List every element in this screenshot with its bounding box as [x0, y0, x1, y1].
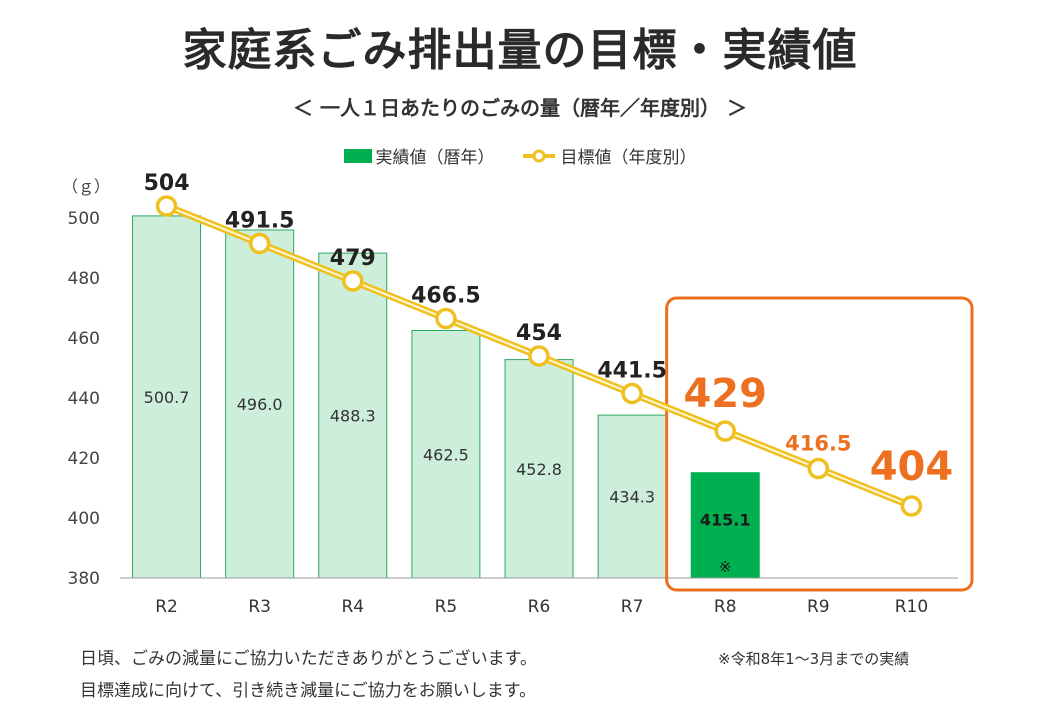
- target-value-label: 466.5: [411, 284, 481, 309]
- target-value-label: 429: [683, 371, 767, 417]
- y-tick-label: 500: [68, 209, 100, 229]
- footer-line-1: 日頃、ごみの減量にご協力いただきありがとうございます。: [80, 649, 537, 669]
- page-title: 家庭系ごみ排出量の目標・実績値: [182, 25, 858, 76]
- x-tick-label: R5: [435, 597, 458, 617]
- bar-value-label: 415.1: [700, 510, 751, 529]
- emphasis-box: [665, 296, 974, 592]
- y-tick-label: 380: [68, 569, 100, 589]
- footer-line-2: 目標達成に向けて、引き続き減量にご協力をお願いします。: [80, 681, 537, 701]
- bar-value-label: 488.3: [330, 407, 376, 426]
- legend-line-marker-icon: [522, 149, 555, 162]
- target-point-R6: [528, 345, 550, 367]
- target-point-R7: [621, 382, 643, 405]
- bar-R8: [690, 472, 760, 579]
- x-tick-label: R9: [807, 597, 830, 617]
- bar-value-label: 434.3: [609, 488, 655, 507]
- legend-item-target: 目標値（年度別）: [521, 143, 697, 168]
- target-value-label: 441.5: [597, 359, 667, 384]
- x-tick-label: R3: [248, 597, 271, 617]
- x-tick-label: R7: [621, 597, 644, 617]
- target-value-label: 504: [144, 171, 190, 196]
- legend-bar-swatch-icon: [343, 148, 372, 163]
- bar-R4: [318, 252, 388, 579]
- bar-R5: [411, 330, 481, 579]
- legend-item-actual: 実績値（暦年）: [343, 143, 495, 168]
- bar-R2: [132, 215, 202, 579]
- target-point-R3: [248, 232, 271, 255]
- target-point-R4: [342, 270, 364, 292]
- footer-message: 日頃、ごみの減量にご協力いただきありがとうございます。 目標達成に向けて、引き続…: [80, 643, 537, 707]
- chart-subtitle: ＜ 一人１日あたりのごみの量（暦年／年度別） ＞: [293, 96, 747, 120]
- x-tick-label: R4: [341, 597, 364, 617]
- y-tick-label: 440: [68, 389, 100, 409]
- target-point-R5: [435, 307, 457, 330]
- bar-value-label: 500.7: [144, 388, 190, 407]
- footnote: ※令和8年1～3月までの実績: [718, 650, 910, 668]
- legend-label-actual: 実績値（暦年）: [375, 148, 495, 168]
- target-value-label: 454: [516, 321, 562, 346]
- chart-legend: 実績値（暦年） 目標値（年度別）: [0, 143, 1040, 168]
- x-tick-label: R6: [528, 597, 551, 617]
- y-tick-label: 460: [68, 329, 100, 349]
- target-point-R8: [714, 420, 736, 442]
- bar-R3: [225, 229, 295, 579]
- target-point-R2: [155, 195, 178, 217]
- x-tick-label: R10: [895, 597, 928, 617]
- y-tick-label: 480: [68, 269, 100, 289]
- legend-label-target: 目標値（年度別）: [560, 148, 697, 168]
- bar-R7: [597, 414, 667, 579]
- bar-value-label: 452.8: [516, 460, 562, 479]
- bar-value-label: 496.0: [237, 395, 283, 414]
- y-axis-unit-label: （ｇ）: [62, 177, 110, 196]
- target-value-label: 479: [330, 246, 376, 271]
- x-tick-label: R2: [155, 597, 178, 617]
- target-point-R9: [807, 457, 830, 480]
- bar-note-mark: ※: [719, 558, 732, 576]
- y-tick-label: 420: [68, 449, 100, 469]
- target-value-label: 491.5: [225, 209, 295, 234]
- target-value-label: 416.5: [785, 432, 851, 456]
- bar-value-label: 462.5: [423, 445, 469, 464]
- target-point-R10: [900, 495, 923, 517]
- y-tick-label: 400: [68, 509, 100, 529]
- target-value-label: 404: [870, 444, 954, 490]
- bar-line-chart: （ｇ） 380 400 420 440 460 480 500 500.7 496.0 488.3 4…: [62, 171, 974, 617]
- x-tick-label: R8: [714, 597, 737, 617]
